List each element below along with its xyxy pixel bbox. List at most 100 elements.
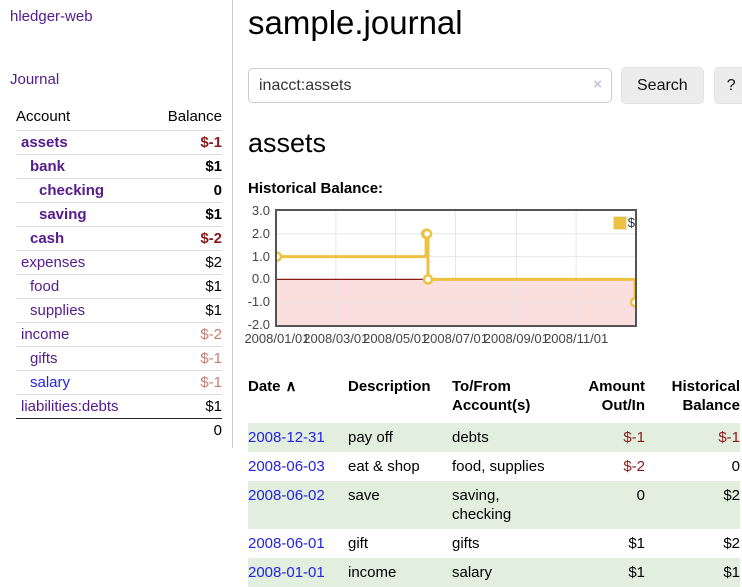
y-axis-tick-label: 2.0: [251, 225, 270, 241]
nav-journal-link[interactable]: Journal: [10, 71, 60, 88]
series-color-icon: [612, 215, 627, 230]
sidebar-account-row: gifts $-1: [16, 346, 222, 371]
help-button[interactable]: ?: [713, 67, 742, 104]
transaction-description: eat & shop: [348, 458, 420, 475]
y-axis-tick-label: -1.0: [247, 294, 270, 310]
register-row: 2008-06-02 save saving, checking 0 $2: [248, 481, 740, 529]
sidebar: hledger-web Journal Account Balance asse…: [0, 0, 233, 448]
sidebar-account-link[interactable]: liabilities:debts: [21, 398, 119, 415]
register-row: 2008-12-31 pay off debts $-1 $-1: [248, 423, 740, 452]
sidebar-account-balance: $-2: [119, 322, 222, 347]
sidebar-account-link[interactable]: gifts: [30, 350, 58, 367]
sidebar-account-balance: 0: [119, 178, 222, 203]
sidebar-account-row: checking 0: [16, 178, 222, 203]
account-name-cell: salary: [16, 370, 119, 395]
register-column-date[interactable]: Date ∧: [248, 377, 348, 423]
account-name-cell: bank: [16, 154, 119, 179]
search-button[interactable]: Search: [621, 67, 704, 104]
chart-plot-area: [275, 209, 637, 327]
sidebar-account-row: assets $-1: [16, 130, 222, 155]
search-form: × Search ?: [248, 67, 742, 104]
search-input-wrap: ×: [248, 68, 612, 103]
x-axis-tick-label: 2008/01/01: [244, 331, 310, 346]
sidebar-account-row: liabilities:debts $1: [16, 394, 222, 419]
transaction-amount: $-2: [623, 458, 645, 475]
account-title: assets: [248, 128, 327, 158]
account-name-cell: food: [16, 274, 119, 299]
register-column-amount: Amount Out/In: [588, 378, 645, 414]
sidebar-account-row: cash $-2: [16, 226, 222, 251]
accounts-total-spacer: [16, 418, 119, 442]
transaction-description: save: [348, 487, 380, 504]
sidebar-account-link[interactable]: salary: [30, 374, 71, 391]
register-column-description: Description: [348, 378, 431, 395]
sidebar-account-row: bank $1: [16, 154, 222, 179]
sidebar-account-link[interactable]: checking: [39, 182, 105, 199]
sidebar-account-balance: $-1: [119, 346, 222, 371]
historical-balance-chart: 3.0 2.0 1.0 0.0 -1.0 -2.0 2008/01/01 2008/03/0…: [244, 203, 639, 357]
sidebar-account-link[interactable]: saving: [39, 206, 87, 223]
legend-label: $: [627, 215, 635, 230]
transaction-accounts: saving, checking: [452, 487, 512, 523]
sidebar-account-row: supplies $1: [16, 298, 222, 323]
transaction-balance: $2: [723, 487, 740, 504]
transaction-amount: $1: [628, 535, 645, 552]
x-axis-tick-label: 2008/05/01: [363, 331, 429, 346]
sidebar-account-link[interactable]: expenses: [21, 254, 86, 271]
chart-title: Historical Balance:: [248, 180, 384, 197]
x-axis-tick-label: 2008/09/01: [483, 331, 549, 346]
sidebar-account-link[interactable]: assets: [21, 134, 68, 151]
transaction-date-cell: 2008-06-01: [248, 529, 348, 558]
sidebar-account-link[interactable]: income: [21, 326, 70, 343]
search-input[interactable]: [248, 68, 612, 103]
sidebar-account-balance: $-1: [119, 130, 222, 155]
transaction-date-link[interactable]: 2008-06-01: [248, 535, 325, 552]
y-axis-tick-label: 0.0: [251, 271, 270, 287]
transaction-amount: $1: [628, 564, 645, 581]
register-header-row: Date ∧ Description To/From Account(s) Amo…: [248, 377, 740, 423]
register-row: 2008-06-03 eat & shop food, supplies $-2 0: [248, 452, 740, 481]
sidebar-account-balance: $1: [119, 154, 222, 179]
y-axis-tick-label: -2.0: [247, 317, 270, 332]
transaction-amount: 0: [636, 487, 645, 504]
x-axis-tick-label: 2008/11/01: [544, 331, 609, 346]
sidebar-account-row: salary $-1: [16, 370, 222, 395]
sidebar-account-link[interactable]: bank: [30, 158, 66, 175]
sidebar-account-balance: $-2: [119, 226, 222, 251]
sidebar-account-balance: $1: [119, 394, 222, 419]
sidebar-account-row: income $-2: [16, 322, 222, 347]
sort-ascending-icon: ∧: [285, 378, 297, 395]
transaction-date-link[interactable]: 2008-06-03: [248, 458, 325, 475]
sidebar-account-link[interactable]: cash: [30, 230, 65, 247]
y-axis-tick-label: 1.0: [251, 248, 270, 264]
transaction-accounts: food, supplies: [452, 458, 545, 475]
sidebar-account-balance: $1: [119, 202, 222, 227]
accounts-total-row: 0: [16, 418, 222, 442]
sidebar-account-row: saving $1: [16, 202, 222, 227]
transaction-accounts: salary: [452, 564, 493, 581]
transaction-date-cell: 2008-01-01: [248, 558, 348, 587]
account-name-cell: income: [16, 322, 119, 347]
account-name-cell: saving: [16, 202, 119, 227]
accounts-column-account: Account: [16, 108, 71, 125]
account-name-cell: expenses: [16, 250, 119, 275]
sidebar-account-balance: $1: [119, 274, 222, 299]
register-row: 2008-01-01 income salary $1 $1: [248, 558, 740, 587]
register-column-accounts: To/From Account(s): [452, 378, 531, 414]
main-content: sample.journal × Search ? assets Histori…: [233, 0, 742, 587]
sidebar-account-link[interactable]: food: [30, 278, 60, 295]
sidebar-account-row: expenses $2: [16, 250, 222, 275]
transaction-description: gift: [348, 535, 369, 552]
sidebar-account-balance: $-1: [119, 370, 222, 395]
transaction-date-link[interactable]: 2008-06-02: [248, 487, 325, 504]
account-name-cell: supplies: [16, 298, 119, 323]
transaction-date-link[interactable]: 2008-12-31: [248, 429, 325, 446]
transaction-description: pay off: [348, 429, 393, 446]
transaction-balance: $2: [723, 535, 740, 552]
transaction-description: income: [348, 564, 397, 581]
register-table: Date ∧ Description To/From Account(s) Amo…: [248, 377, 740, 587]
brand-link[interactable]: hledger-web: [10, 8, 93, 25]
transaction-date-link[interactable]: 2008-01-01: [248, 564, 325, 581]
sidebar-account-link[interactable]: supplies: [30, 302, 86, 319]
clear-search-icon[interactable]: ×: [593, 76, 602, 93]
